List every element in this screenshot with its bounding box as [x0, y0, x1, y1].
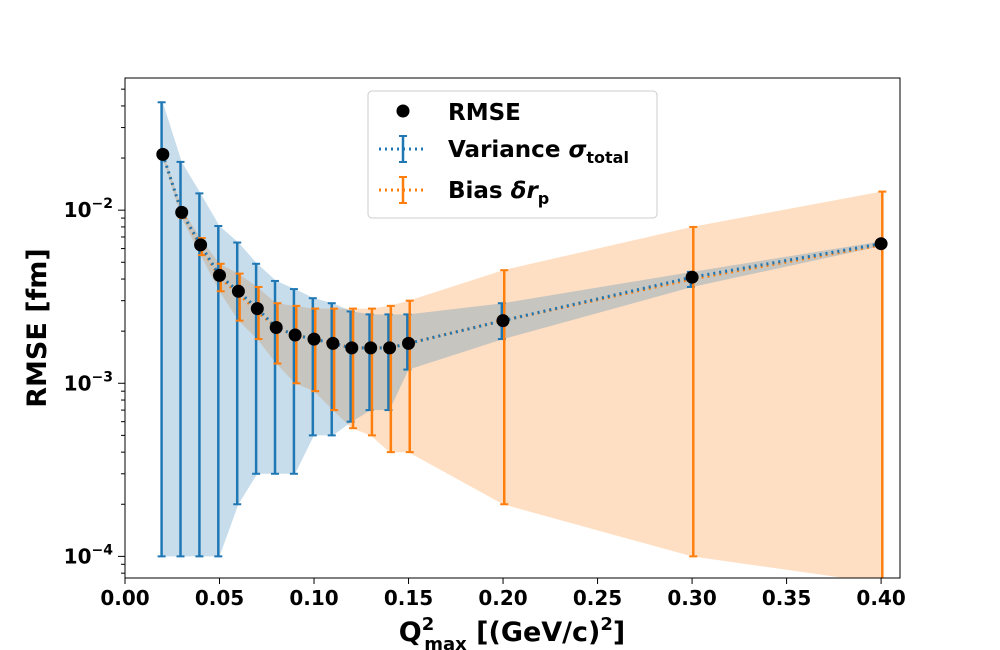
y-tick-label: 10−2	[64, 196, 113, 222]
y-axis-ticks: 10−4 10−3 10−2	[64, 88, 125, 574]
x-axis-ticks: 0.00 0.05 0.10 0.15 0.20 0.25 0.30 0.35 0.40	[100, 578, 906, 610]
plot-frame	[124, 77, 901, 579]
rmse-point	[685, 270, 699, 284]
y-axis-label: RMSE [fm]	[22, 248, 53, 408]
legend-bias-label: Bias δrp	[448, 178, 549, 208]
x-tick-label: 0.00	[100, 586, 149, 610]
x-tick-label: 0.20	[478, 586, 527, 610]
rmse-point	[496, 314, 510, 328]
x-tick-label: 0.30	[667, 586, 716, 610]
x-tick-label: 0.10	[289, 586, 338, 610]
series-lines	[161, 153, 882, 350]
uncertainty-bands	[162, 102, 882, 578]
variance-line	[161, 153, 882, 350]
rmse-point	[156, 147, 170, 161]
x-tick-label: 0.35	[762, 586, 811, 610]
x-tick-label: 0.15	[384, 586, 433, 610]
legend-rmse-marker	[396, 104, 410, 118]
x-tick-label: 0.05	[195, 586, 244, 610]
rmse-point	[364, 341, 378, 355]
rmse-point	[383, 341, 397, 355]
variance-band	[162, 102, 882, 557]
y-tick-label: 10−4	[64, 542, 114, 568]
rmse-point	[307, 332, 321, 346]
legend-box	[367, 90, 658, 219]
y-tick-label: 10−3	[64, 369, 113, 395]
rmse-markers	[156, 147, 888, 355]
x-tick-label: 0.25	[573, 586, 622, 610]
legend-variance-label: Variance σtotal	[448, 137, 629, 167]
rmse-point	[402, 336, 415, 350]
rmse-point	[288, 328, 302, 342]
bias-band	[162, 150, 882, 578]
rmse-point	[269, 321, 283, 334]
x-tick-label: 0.40	[856, 586, 905, 610]
rmse-point	[874, 237, 888, 251]
rmse-point	[250, 302, 264, 316]
rmse-point	[213, 268, 226, 282]
rmse-point	[231, 284, 245, 298]
legend-rmse-label: RMSE	[448, 100, 521, 126]
rmse-point	[345, 341, 359, 355]
legend: RMSE Variance σtotal Bias δrp	[367, 90, 658, 219]
rmse-point	[326, 336, 340, 350]
rmse-point	[175, 205, 189, 219]
x-axis-label: Q2 max [(GeV/c)2]	[399, 614, 626, 650]
rmse-point	[194, 238, 208, 252]
